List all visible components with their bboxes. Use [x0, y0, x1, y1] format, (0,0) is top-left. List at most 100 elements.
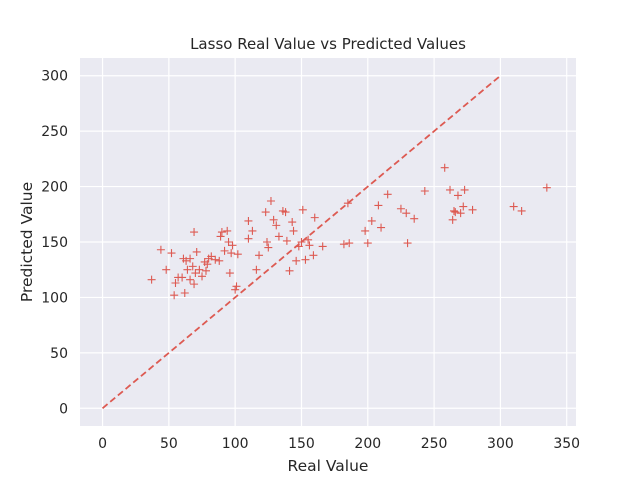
data-points: [147, 163, 551, 300]
identity-line: [101, 75, 501, 409]
data-point: [147, 275, 156, 284]
data-point: [440, 163, 449, 172]
data-point: [203, 260, 212, 269]
data-point: [248, 226, 257, 235]
y-tick-label: 300: [41, 69, 68, 85]
data-point: [402, 209, 411, 218]
data-point: [252, 265, 261, 274]
data-point: [191, 269, 200, 278]
data-point: [468, 205, 477, 214]
reference-line: [101, 75, 501, 409]
grid-lines: [80, 58, 576, 426]
data-point: [224, 238, 233, 246]
data-point: [285, 266, 294, 275]
data-point: [192, 247, 201, 256]
data-point: [201, 266, 210, 275]
data-point: [170, 291, 179, 300]
data-point: [460, 185, 469, 194]
y-tick-label: 250: [41, 124, 68, 140]
data-point: [190, 228, 199, 237]
data-point: [190, 280, 199, 289]
data-point: [244, 216, 253, 225]
data-point: [310, 213, 319, 222]
data-point: [264, 243, 273, 252]
y-tick-label: 100: [41, 290, 68, 306]
data-point: [542, 183, 551, 192]
data-point: [509, 202, 518, 211]
data-point: [374, 201, 383, 210]
y-tick-label: 150: [41, 235, 68, 251]
data-point: [156, 245, 165, 254]
data-point: [216, 232, 225, 241]
data-point: [167, 249, 176, 258]
data-point: [292, 256, 301, 265]
data-point: [410, 214, 419, 223]
data-point: [396, 204, 405, 213]
data-point: [195, 265, 204, 274]
x-tick-label: 0: [98, 436, 107, 452]
y-tick-labels: 0 50 100 150 200 250 300: [41, 69, 68, 418]
data-point: [220, 246, 229, 255]
x-tick-label: 100: [222, 436, 249, 452]
data-point: [231, 285, 240, 294]
data-point: [361, 226, 370, 235]
x-tick-labels: 0 50 100 150 200 250 300 350: [98, 436, 580, 452]
data-point: [186, 254, 195, 263]
data-point: [298, 205, 307, 214]
data-point: [377, 223, 386, 232]
data-point: [188, 262, 197, 271]
y-tick-label: 0: [59, 401, 68, 417]
data-point: [449, 206, 458, 215]
data-point: [294, 242, 303, 251]
data-point: [304, 235, 313, 244]
data-point: [198, 272, 207, 281]
chart-title: Lasso Real Value vs Predicted Values: [190, 35, 466, 53]
data-point: [451, 208, 460, 217]
data-point: [211, 255, 220, 264]
x-tick-label: 50: [160, 436, 178, 452]
data-point: [282, 236, 291, 245]
data-point: [261, 208, 270, 217]
data-point: [305, 241, 314, 250]
data-point: [448, 215, 457, 224]
x-tick-label: 150: [288, 436, 315, 452]
data-point: [272, 221, 281, 230]
data-point: [420, 187, 429, 196]
data-point: [289, 226, 298, 235]
data-point: [459, 202, 468, 211]
x-tick-label: 350: [553, 436, 580, 452]
data-point: [232, 282, 241, 291]
data-point: [301, 255, 310, 264]
data-point: [456, 209, 465, 218]
data-point: [180, 288, 189, 297]
data-point: [233, 250, 242, 259]
data-point: [262, 238, 271, 246]
data-point: [309, 251, 318, 260]
data-point: [297, 238, 306, 246]
data-point: [225, 269, 234, 278]
data-point: [446, 185, 455, 194]
data-point: [215, 256, 224, 265]
data-point: [403, 239, 412, 248]
data-point: [453, 191, 462, 200]
data-point: [171, 279, 180, 288]
data-point: [186, 275, 195, 284]
data-point: [227, 249, 236, 258]
data-point: [288, 218, 297, 227]
data-point: [343, 199, 352, 208]
data-point: [162, 265, 171, 274]
data-point: [228, 241, 237, 250]
data-point: [383, 190, 392, 199]
data-point: [281, 208, 290, 217]
data-point: [255, 251, 264, 260]
data-point: [223, 226, 232, 235]
data-point: [345, 239, 354, 248]
data-point: [274, 232, 283, 241]
x-axis-label: Real Value: [288, 457, 369, 475]
data-point: [339, 240, 348, 249]
x-tick-label: 250: [421, 436, 448, 452]
data-point: [318, 242, 327, 251]
data-point: [367, 216, 376, 225]
y-tick-label: 50: [50, 346, 68, 362]
